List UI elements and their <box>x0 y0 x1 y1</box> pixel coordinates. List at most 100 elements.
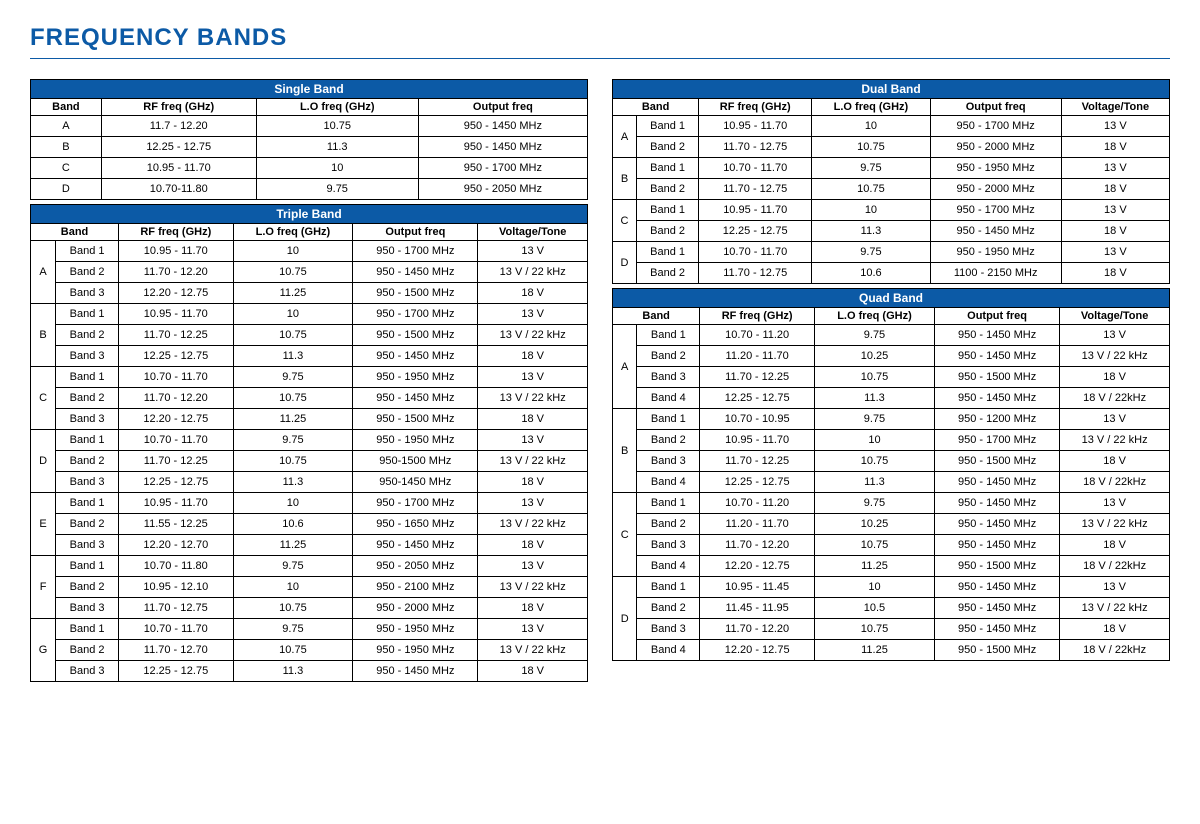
output-cell: 950 - 1450 MHz <box>418 116 587 137</box>
lo-cell: 9.75 <box>256 179 418 200</box>
quad-band-col-headers: Band RF freq (GHz) L.O freq (GHz) Output… <box>613 308 1170 325</box>
col-header: RF freq (GHz) <box>700 308 815 325</box>
voltage-tone-cell: 18 V <box>1061 263 1169 284</box>
output-cell: 950 - 1450 MHz <box>934 325 1059 346</box>
voltage-tone-cell: 18 V <box>1060 367 1170 388</box>
lo-cell: 11.25 <box>815 556 935 577</box>
rf-cell: 10.95 - 11.70 <box>101 158 256 179</box>
output-cell: 950 - 1700 MHz <box>934 430 1059 451</box>
rf-cell: 11.70 - 12.70 <box>119 640 234 661</box>
voltage-tone-cell: 13 V <box>478 304 588 325</box>
rf-cell: 10.95 - 11.70 <box>700 430 815 451</box>
rf-cell: 10.95 - 11.70 <box>119 493 234 514</box>
table-row: Band 412.25 - 12.7511.3950 - 1450 MHz18 … <box>613 472 1170 493</box>
subband-cell: Band 1 <box>637 116 699 137</box>
subband-cell: Band 1 <box>637 242 699 263</box>
subband-cell: Band 2 <box>56 577 119 598</box>
lo-cell: 11.3 <box>256 137 418 158</box>
rf-cell: 10.95 - 11.70 <box>119 241 234 262</box>
group-cell: A <box>31 241 56 304</box>
col-header: Band <box>613 99 699 116</box>
subband-cell: Band 2 <box>637 514 700 535</box>
voltage-tone-cell: 13 V <box>478 430 588 451</box>
rf-cell: 10.70 - 11.70 <box>699 158 812 179</box>
group-cell: F <box>31 556 56 619</box>
output-cell: 950 - 1450 MHz <box>930 221 1061 242</box>
col-header: RF freq (GHz) <box>119 224 234 241</box>
rf-cell: 11.45 - 11.95 <box>700 598 815 619</box>
tables-layout: Single Band Band RF freq (GHz) L.O freq … <box>30 79 1170 686</box>
rf-cell: 12.20 - 12.75 <box>119 409 234 430</box>
lo-cell: 9.75 <box>233 556 353 577</box>
lo-cell: 11.3 <box>233 661 353 682</box>
subband-cell: Band 1 <box>637 200 699 221</box>
subband-cell: Band 2 <box>56 640 119 661</box>
lo-cell: 10.6 <box>812 263 930 284</box>
table-row: Band 211.70 - 12.2010.75950 - 1450 MHz13… <box>31 388 588 409</box>
voltage-tone-cell: 13 V <box>478 619 588 640</box>
rf-cell: 10.70 - 11.70 <box>119 367 234 388</box>
table-row: Band 210.95 - 12.1010950 - 2100 MHz13 V … <box>31 577 588 598</box>
group-cell: B <box>613 158 637 200</box>
output-cell: 950 - 1450 MHz <box>934 472 1059 493</box>
voltage-tone-cell: 13 V / 22 kHz <box>478 388 588 409</box>
lo-cell: 10.75 <box>812 179 930 200</box>
voltage-tone-cell: 18 V <box>1060 451 1170 472</box>
lo-cell: 10.75 <box>815 619 935 640</box>
output-cell: 950 - 2000 MHz <box>353 598 478 619</box>
rf-cell: 10.95 - 11.45 <box>700 577 815 598</box>
lo-cell: 9.75 <box>812 158 930 179</box>
subband-cell: Band 2 <box>637 137 699 158</box>
lo-cell: 11.3 <box>815 472 935 493</box>
subband-cell: Band 1 <box>637 493 700 514</box>
lo-cell: 11.3 <box>815 388 935 409</box>
output-cell: 950 - 1500 MHz <box>934 451 1059 472</box>
output-cell: 950 - 1500 MHz <box>934 367 1059 388</box>
output-cell: 950 - 1500 MHz <box>934 556 1059 577</box>
subband-cell: Band 3 <box>637 535 700 556</box>
table-row: B12.25 - 12.7511.3950 - 1450 MHz <box>31 137 588 158</box>
lo-cell: 9.75 <box>815 493 935 514</box>
voltage-tone-cell: 13 V <box>1060 325 1170 346</box>
table-row: ABand 110.95 - 11.7010950 - 1700 MHz13 V <box>31 241 588 262</box>
subband-cell: Band 3 <box>56 409 119 430</box>
lo-cell: 9.75 <box>812 242 930 263</box>
rf-cell: 11.70 - 12.25 <box>700 451 815 472</box>
voltage-tone-cell: 13 V / 22 kHz <box>1060 430 1170 451</box>
lo-cell: 9.75 <box>233 619 353 640</box>
rf-cell: 12.25 - 12.75 <box>101 137 256 158</box>
lo-cell: 10 <box>233 304 353 325</box>
output-cell: 950 - 1450 MHz <box>934 388 1059 409</box>
output-cell: 950 - 1700 MHz <box>353 304 478 325</box>
subband-cell: Band 3 <box>637 451 700 472</box>
col-header: Voltage/Tone <box>478 224 588 241</box>
output-cell: 950 - 1700 MHz <box>930 116 1061 137</box>
table-row: ABand 110.70 - 11.209.75950 - 1450 MHz13… <box>613 325 1170 346</box>
col-header: Band <box>613 308 700 325</box>
col-header: Output freq <box>418 99 587 116</box>
group-cell: C <box>613 200 637 242</box>
subband-cell: Band 3 <box>56 535 119 556</box>
output-cell: 950 - 1450 MHz <box>353 535 478 556</box>
table-row: Band 312.20 - 12.7511.25950 - 1500 MHz18… <box>31 409 588 430</box>
lo-cell: 10.75 <box>815 367 935 388</box>
output-cell: 950 - 2000 MHz <box>930 137 1061 158</box>
subband-cell: Band 3 <box>56 598 119 619</box>
voltage-tone-cell: 18 V / 22kHz <box>1060 472 1170 493</box>
rf-cell: 11.70 - 12.75 <box>699 179 812 200</box>
output-cell: 950 - 1500 MHz <box>353 283 478 304</box>
lo-cell: 10.75 <box>815 535 935 556</box>
group-cell: D <box>613 577 637 661</box>
subband-cell: Band 2 <box>56 451 119 472</box>
table-row: Band 211.70 - 12.7510.75950 - 2000 MHz18… <box>613 179 1170 200</box>
subband-cell: Band 4 <box>637 472 700 493</box>
subband-cell: Band 1 <box>56 619 119 640</box>
rf-cell: 11.70 - 12.20 <box>119 262 234 283</box>
col-header: RF freq (GHz) <box>101 99 256 116</box>
rf-cell: 10.70 - 10.95 <box>700 409 815 430</box>
voltage-tone-cell: 13 V <box>478 556 588 577</box>
subband-cell: Band 1 <box>56 304 119 325</box>
table-row: BBand 110.95 - 11.7010950 - 1700 MHz13 V <box>31 304 588 325</box>
lo-cell: 10.75 <box>812 137 930 158</box>
table-row: BBand 110.70 - 11.709.75950 - 1950 MHz13… <box>613 158 1170 179</box>
